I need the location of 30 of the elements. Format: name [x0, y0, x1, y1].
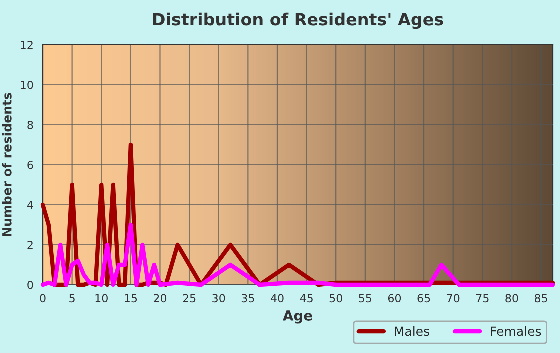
legend-label: Males	[395, 326, 430, 336]
x-tick-label: 70	[447, 294, 460, 303]
x-tick-label: 80	[506, 294, 518, 303]
y-tick-label: 8	[28, 120, 34, 130]
x-tick-label: 85	[534, 294, 548, 303]
y-tick-label: 0	[28, 280, 34, 290]
chart-title: Distribution of Residents' Ages	[153, 12, 444, 30]
x-tick-label: 50	[330, 294, 342, 303]
x-tick-label: 45	[300, 294, 313, 303]
x-tick-label: 55	[359, 294, 372, 303]
x-tick-label: 10	[96, 294, 108, 303]
x-tick-label: 15	[125, 294, 138, 303]
x-tick-label: 30	[212, 294, 226, 303]
y-tick-label: 4	[27, 201, 34, 210]
y-tick-label: 2	[28, 240, 33, 250]
x-tick-label: 60	[388, 294, 402, 303]
x-tick-label: 5	[70, 294, 75, 303]
y-tick-label: 12	[21, 40, 33, 50]
x-tick-label: 40	[270, 294, 284, 303]
x-tick-label: 35	[242, 294, 254, 303]
x-axis-title: Age	[283, 310, 312, 324]
x-tick-label: 65	[418, 294, 430, 303]
x-tick-label: 25	[183, 294, 196, 303]
legend-label: Females	[491, 326, 542, 336]
y-axis-title: Number of residents	[2, 93, 12, 236]
y-tick-label: 10	[21, 80, 34, 90]
x-tick-label: 20	[154, 294, 167, 303]
x-tick-label: 0	[40, 294, 46, 303]
x-tick-label: 75	[476, 294, 489, 303]
y-tick-label: 6	[28, 160, 34, 170]
